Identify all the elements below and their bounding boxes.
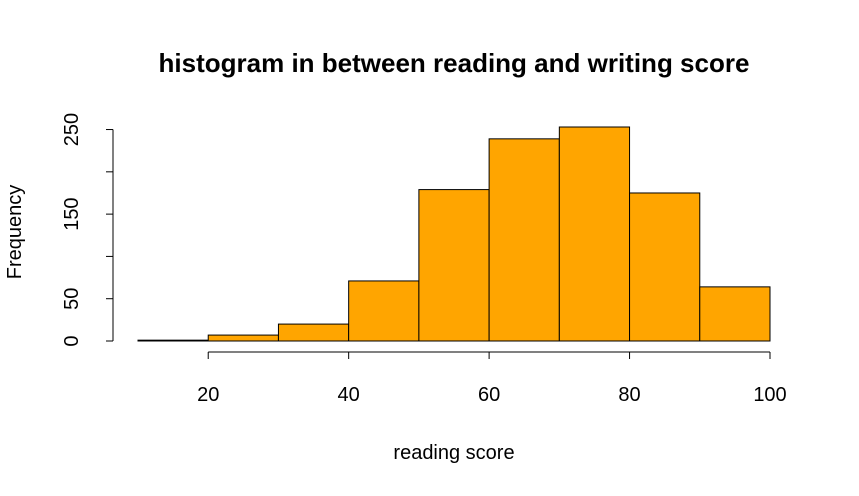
histogram-bar-8 bbox=[629, 192, 701, 342]
y-axis: 0 50 150 250 bbox=[61, 113, 114, 347]
x-axis: 20 40 60 80 100 bbox=[197, 351, 787, 406]
x-tick-label-100: 100 bbox=[753, 384, 786, 406]
x-tick-label-60: 60 bbox=[478, 384, 500, 406]
y-tick-label-50: 50 bbox=[61, 288, 83, 310]
histogram-bar-2 bbox=[207, 334, 279, 342]
chart-title: histogram in between reading and writing… bbox=[159, 48, 750, 78]
x-tick-label-40: 40 bbox=[338, 384, 360, 406]
histogram-bar-4 bbox=[348, 280, 420, 342]
histogram-bar-1 bbox=[137, 339, 209, 342]
histogram-bar-3 bbox=[277, 323, 350, 342]
y-axis-label: Frequency bbox=[4, 185, 26, 280]
x-tick-label-80: 80 bbox=[618, 384, 640, 406]
histogram-bars bbox=[137, 126, 771, 342]
x-axis-label: reading score bbox=[393, 442, 514, 464]
histogram-bar-6 bbox=[488, 138, 560, 342]
y-tick-label-250: 250 bbox=[61, 113, 83, 146]
histogram-bar-7 bbox=[558, 126, 631, 342]
x-tick-label-20: 20 bbox=[197, 384, 219, 406]
histogram-bar-9 bbox=[699, 286, 771, 342]
y-tick-label-150: 150 bbox=[61, 197, 83, 230]
histogram-bar-5 bbox=[418, 189, 490, 342]
y-tick-label-0: 0 bbox=[61, 335, 83, 346]
